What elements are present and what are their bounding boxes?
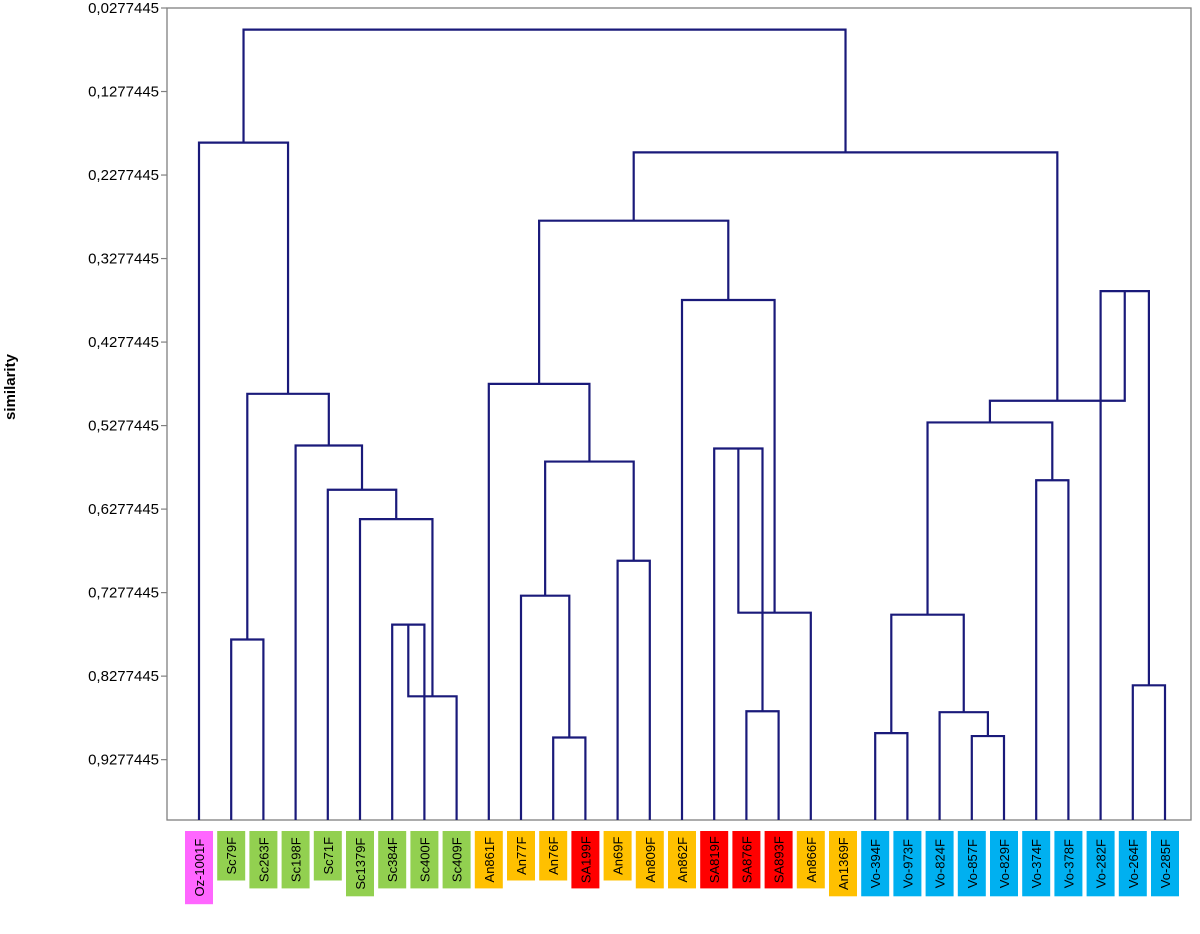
leaf-label: An1369F <box>836 837 851 890</box>
leaf-label: An862F <box>675 837 690 883</box>
leaf-label: Vo-282F <box>1094 839 1109 888</box>
dendrogram-link <box>242 28 847 153</box>
leaf-label: Vo-378F <box>1061 839 1076 888</box>
leaf-label-box <box>249 831 278 889</box>
leaf-label: SA893F <box>772 836 787 883</box>
leaf-label: Vo-374F <box>1029 839 1044 888</box>
leaf-label: SA819F <box>707 836 722 883</box>
leaf-label: An861F <box>482 837 497 883</box>
leaf-label-box <box>474 831 503 889</box>
leaf-label-box <box>1022 831 1051 897</box>
leaf-label: Sc384F <box>385 837 400 882</box>
leaf-label: Sc263F <box>256 837 271 882</box>
y-axis-label: similarity <box>2 353 19 420</box>
y-tick-label: 0,4277445 <box>88 334 159 351</box>
leaf-label: Sc71F <box>321 837 336 875</box>
leaf-label: Vo-829F <box>997 839 1012 888</box>
leaf-label-box <box>507 831 535 881</box>
y-tick-label: 0,2277445 <box>88 167 159 184</box>
plot-area <box>166 7 1192 821</box>
leaf-label-box <box>668 831 696 889</box>
leaf-label: Sc400F <box>417 837 432 882</box>
y-axis: 0,0277445 0,1277445 0,2277445 0,3277445 0,42… <box>88 0 167 769</box>
leaf-label: Sc79F <box>224 837 239 875</box>
y-tick-label: 0,8277445 <box>88 668 159 685</box>
leaf-label-box <box>925 831 954 897</box>
leaf-label-box <box>539 831 568 881</box>
leaf-label-box <box>829 831 857 897</box>
y-tick-label: 0,1277445 <box>88 84 159 101</box>
leaf-label-box <box>861 831 890 897</box>
leaf-label: An77F <box>514 837 529 875</box>
leaf-label-box <box>217 831 246 881</box>
leaf-label: An809F <box>643 837 658 883</box>
y-tick-label: 0,5277445 <box>88 418 159 435</box>
leaf-label-box <box>796 831 825 889</box>
leaf-label: Vo-285F <box>1158 839 1173 888</box>
leaf-label-box <box>346 831 374 897</box>
leaf-label-box <box>378 831 407 889</box>
y-tick-label: 0,0277445 <box>88 0 159 17</box>
leaf-label-box <box>571 831 600 889</box>
y-tick-label: 0,9277445 <box>88 752 159 769</box>
leaf-label: An866F <box>804 837 819 883</box>
leaf-label-box <box>185 831 213 905</box>
leaf-label: SA876F <box>739 836 754 883</box>
leaf-label: SA199F <box>578 836 593 883</box>
leaf-label-box <box>764 831 793 889</box>
y-tick-label: 0,6277445 <box>88 501 159 518</box>
leaf-label: Vo-824F <box>933 839 948 888</box>
leaf-label-box <box>1118 831 1147 897</box>
leaf-label: Vo-264F <box>1126 839 1141 888</box>
leaf-label: Sc198F <box>289 837 304 882</box>
leaf-label-box <box>281 831 310 889</box>
leaf-label: Oz-1001F <box>192 839 207 897</box>
leaf-label-box <box>313 831 342 881</box>
leaf-label-box <box>1151 831 1179 897</box>
leaf-label-box <box>603 831 632 881</box>
y-tick-label: 0,3277445 <box>88 251 159 268</box>
leaf-label: Vo-857F <box>965 839 980 888</box>
dendrogram-links <box>197 28 1167 820</box>
leaf-labels: Oz-1001F Sc79F Sc263F Sc198F Sc71F Sc1379F Sc3… <box>185 831 1179 905</box>
leaf-label-box <box>1054 831 1083 897</box>
leaf-label: Sc1379F <box>353 838 368 890</box>
leaf-label: An76F <box>546 837 561 875</box>
leaf-label-box <box>893 831 922 897</box>
leaf-label: Vo-973F <box>900 839 915 888</box>
y-tick-label: 0,7277445 <box>88 585 159 602</box>
leaf-label: An69F <box>611 837 626 875</box>
leaf-label: Vo-394F <box>868 839 883 888</box>
leaf-label-box <box>957 831 986 897</box>
leaf-label-box <box>732 831 761 889</box>
leaf-label-box <box>442 831 471 889</box>
leaf-label: Sc409F <box>450 837 465 882</box>
leaf-label-box <box>700 831 729 889</box>
leaf-label-box <box>410 831 439 889</box>
leaf-label-box <box>635 831 664 889</box>
leaf-label-box <box>1086 831 1115 897</box>
leaf-label-box <box>990 831 1018 897</box>
